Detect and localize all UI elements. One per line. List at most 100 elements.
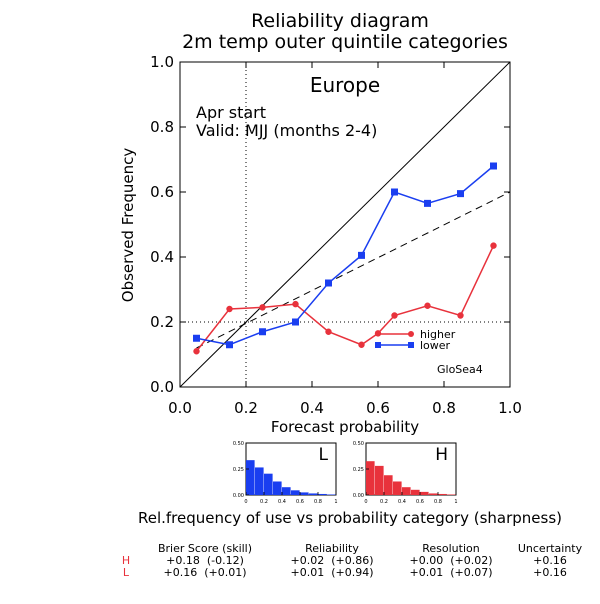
histogram-x-tick-label: 0.2 (260, 499, 268, 505)
sharpness-caption: Rel.frequency of use vs probability cate… (138, 509, 562, 527)
histogram-y-tick-label: 0.00 (353, 493, 364, 499)
histogram-bar (282, 487, 291, 495)
x-tick-label: 0.6 (366, 399, 390, 417)
histogram-x-tick-label: 0.2 (380, 499, 388, 505)
start-label: Apr start (196, 103, 266, 122)
valid-label: Valid: MJJ (months 2-4) (196, 121, 377, 140)
score-cell: +0.16 (533, 566, 567, 579)
point-lower (457, 190, 464, 198)
score-cell: +0.00 (+0.02) (410, 554, 493, 567)
histogram-x-tick-label: 0.4 (398, 499, 406, 505)
histogram-x-tick-label: 0 (364, 499, 367, 505)
x-tick-label: 0.2 (234, 399, 258, 417)
model-label: GloSea4 (437, 363, 483, 376)
perfect-reliability-line (179, 61, 511, 388)
histogram-y-tick-label: 0.00 (233, 493, 244, 499)
histogram-lower: 0.50 0.25 0.000 0.2 0.4 0.6 0.8 1 L (233, 441, 338, 505)
y-tick-label: 0.2 (150, 313, 174, 331)
legend-marker-lower (375, 342, 381, 348)
y-tick-label: 0.0 (150, 378, 174, 396)
point-lower (193, 334, 200, 342)
score-header: Resolution (422, 542, 480, 555)
histogram-bar (411, 489, 420, 495)
point-lower (391, 188, 398, 196)
score-cell: +0.16 (+0.01) (164, 566, 247, 579)
histogram-x-tick-label: 0.4 (278, 499, 286, 505)
chart-subtitle: 2m temp outer quintile categories (182, 31, 508, 53)
plot-frame (179, 61, 511, 388)
histogram-x-tick-label: 0.8 (314, 499, 322, 505)
score-cell: +0.18 (-0.12) (166, 554, 244, 567)
histogram-x-tick-label: 0.6 (416, 499, 424, 505)
histogram-bar (438, 493, 447, 495)
histogram-bar (420, 491, 429, 495)
histogram-bar (429, 493, 438, 495)
point-higher (490, 242, 497, 249)
histogram-x-tick-label: 0.8 (434, 499, 442, 505)
y-tick-label: 0.8 (150, 118, 174, 136)
main-plot: 0.0 0.2 0.4 0.6 0.8 1.0 0.0 0.2 0.4 0.6 0.8 1.0 Eu… (119, 53, 522, 436)
score-row-label: H (122, 554, 130, 567)
x-ticks: 0.0 0.2 0.4 0.6 0.8 1.0 (168, 62, 522, 417)
histogram-bar (366, 461, 375, 495)
score-cell: +0.16 (533, 554, 567, 567)
reference-lines (179, 61, 511, 388)
histogram-bar (318, 493, 327, 495)
histogram-bar (393, 481, 402, 495)
histogram-bar (309, 493, 318, 495)
point-lower (292, 318, 299, 326)
point-lower (226, 341, 233, 349)
y-tick-label: 0.4 (150, 248, 174, 266)
point-lower (490, 162, 497, 170)
x-tick-label: 1.0 (498, 399, 522, 417)
point-lower (358, 251, 365, 259)
histogram-bar (327, 494, 336, 495)
histogram-x-tick-label: 1 (454, 499, 457, 505)
histogram-bar (291, 490, 300, 495)
histogram-y-tick-label: 0.50 (353, 441, 364, 447)
y-tick-label: 0.6 (150, 183, 174, 201)
score-header: Reliability (305, 542, 359, 555)
histogram-bar (300, 492, 309, 495)
region-label: Europe (310, 73, 380, 97)
histogram-x-tick-label: 0 (244, 499, 247, 505)
legend-marker-higher (408, 331, 414, 337)
chart-title: Reliability diagram (251, 10, 429, 32)
point-higher (424, 302, 431, 309)
histogram-bar (273, 481, 282, 495)
legend-marker-lower (408, 342, 414, 348)
histogram-y-tick-label: 0.50 (233, 441, 244, 447)
score-row-label: L (123, 566, 130, 579)
point-higher (226, 305, 233, 313)
score-header: Brier Score (skill) (158, 542, 252, 555)
y-ticks: 0.0 0.2 0.4 0.6 0.8 1.0 (150, 53, 510, 396)
histogram-y-tick-label: 0.25 (353, 467, 364, 473)
x-tick-label: 0.4 (300, 399, 324, 417)
point-higher (358, 341, 365, 348)
histogram-bar (402, 487, 411, 495)
histogram-bar (375, 465, 384, 495)
no-skill-line (196, 191, 511, 349)
score-cell: +0.01 (+0.07) (410, 566, 493, 579)
histogram-label: L (319, 445, 329, 465)
point-higher (325, 328, 332, 335)
point-higher (259, 304, 266, 311)
y-tick-label: 1.0 (150, 53, 174, 71)
histogram-y-tick-label: 0.25 (233, 467, 244, 473)
series-group (193, 162, 497, 355)
histogram-bar (447, 494, 456, 495)
x-tick-label: 0.8 (432, 399, 456, 417)
point-higher (457, 312, 464, 319)
point-higher (193, 348, 200, 355)
score-table: Brier Score (skill) Reliability Resolution… (122, 542, 583, 579)
score-cell: +0.01 (+0.94) (291, 566, 374, 579)
point-lower (424, 199, 431, 207)
histogram-x-tick-label: 1 (334, 499, 337, 505)
point-lower (325, 279, 332, 287)
histogram-x-tick-label: 0.6 (296, 499, 304, 505)
y-axis-label: Observed Frequency (119, 148, 137, 303)
histogram-bar (255, 467, 264, 495)
